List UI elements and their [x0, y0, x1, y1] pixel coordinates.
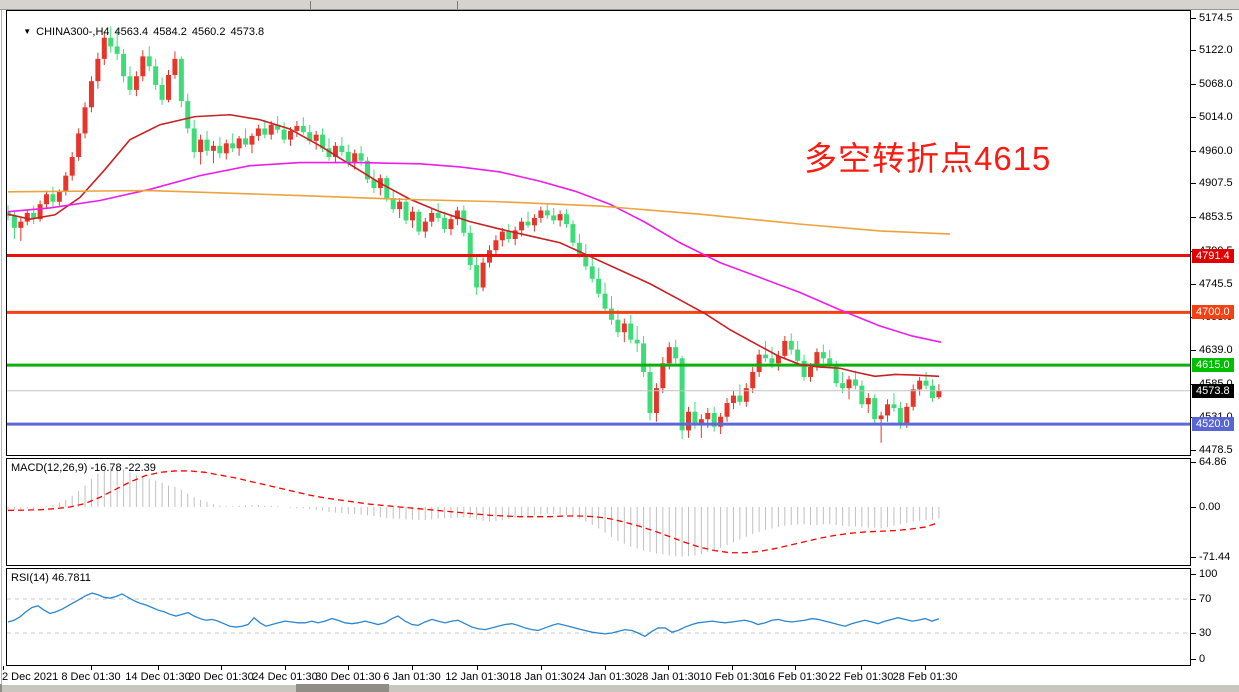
- price-axis-label: 4639.0: [1199, 344, 1233, 357]
- price-chart-panel: ▼ CHINA300-,H4 4563.4 4584.2 4560.2 4573.8: [6, 10, 1191, 456]
- time-axis-tick: [541, 666, 542, 670]
- time-axis-tick: [221, 666, 222, 670]
- time-axis-tick: [668, 666, 669, 670]
- quote-open: 4563.4: [114, 26, 149, 38]
- annotation-text: 多空转折点4615: [804, 140, 1052, 177]
- time-axis-label: 28 Jan 01:30: [636, 671, 700, 683]
- time-axis-label: 10 Feb 01:30: [699, 671, 765, 683]
- price-badge-4520.0: 4520.0: [1192, 417, 1234, 432]
- time-axis-label: 12 Jan 01:30: [445, 671, 509, 683]
- time-axis-tick: [158, 666, 159, 670]
- time-axis-label: 8 Dec 01:30: [61, 671, 121, 683]
- quote-close: 4573.8: [230, 26, 265, 38]
- time-axis-label: 14 Dec 01:30: [125, 671, 191, 683]
- rsi-axis-label: 0: [1199, 652, 1206, 665]
- price-axis-tick: [1191, 17, 1196, 19]
- scrollbar-thumb[interactable]: [389, 684, 1239, 692]
- time-axis-tick: [412, 666, 413, 670]
- macd-chart-canvas[interactable]: [7, 459, 1190, 565]
- time-axis-tick: [477, 666, 478, 670]
- price-axis-label: 5174.5: [1199, 11, 1233, 24]
- price-axis-label: 4853.5: [1199, 210, 1233, 223]
- macd-axis-tick: [1191, 556, 1196, 558]
- scrollbar-segment[interactable]: [2, 684, 296, 692]
- price-axis-tick: [1191, 150, 1196, 152]
- price-axis-label: 4907.5: [1199, 177, 1233, 190]
- time-axis-tick: [861, 666, 862, 670]
- time-axis-label: 22 Feb 01:30: [828, 671, 894, 683]
- rsi-axis-label: 100: [1199, 567, 1218, 580]
- time-axis-label: 16 Feb 01:30: [762, 671, 828, 683]
- time-axis-tick: [285, 666, 286, 670]
- price-axis-label: 5068.0: [1199, 77, 1233, 90]
- price-axis-tick: [1191, 284, 1196, 286]
- time-axis-tick: [795, 666, 796, 670]
- time-axis-label: 24 Jan 01:30: [573, 671, 637, 683]
- time-axis-label: 2 Dec 2021: [2, 671, 59, 683]
- macd-axis-tick: [1191, 506, 1196, 508]
- macd-axis-tick: [1191, 462, 1196, 463]
- price-axis-tick: [1191, 350, 1196, 352]
- toolbar-separator: [457, 1, 458, 9]
- symbol-label: CHINA300-,H4: [36, 26, 110, 38]
- price-axis-tick: [1191, 183, 1196, 185]
- window-left-edge: [1, 10, 2, 684]
- price-axis-label: 4745.5: [1199, 278, 1233, 291]
- price-axis-tick: [1191, 50, 1196, 52]
- time-axis-tick: [732, 666, 733, 670]
- rsi-label: RSI(14) 46.7811: [11, 572, 91, 584]
- rsi-chart-canvas[interactable]: [7, 569, 1190, 665]
- rsi-axis-label: 30: [1199, 627, 1212, 640]
- price-badge-4615.0: 4615.0: [1192, 358, 1234, 373]
- rsi-panel: RSI(14) 46.7811: [6, 568, 1191, 666]
- time-axis-label: 30 Dec 01:30: [315, 671, 381, 683]
- quote-high: 4584.2: [153, 26, 187, 38]
- price-badge-4700.0: 4700.0: [1192, 305, 1234, 320]
- rsi-axis-tick: [1191, 573, 1196, 575]
- time-axis-tick: [3, 666, 4, 670]
- macd-axis-label: 64.86: [1199, 456, 1227, 468]
- rsi-axis-tick: [1191, 599, 1196, 601]
- price-axis-label: 5014.0: [1199, 111, 1233, 124]
- quote-low: 4560.2: [191, 26, 226, 38]
- price-axis-tick: [1191, 449, 1196, 451]
- candlestick-chart-canvas[interactable]: [7, 11, 1190, 455]
- time-axis-tick: [605, 666, 606, 670]
- price-badge-4573.8: 4573.8: [1192, 383, 1234, 398]
- time-axis-label: 24 Dec 01:30: [252, 671, 318, 683]
- rsi-axis-tick: [1191, 633, 1196, 635]
- price-axis-label: 5122.0: [1199, 44, 1233, 57]
- symbol-dropdown-icon[interactable]: ▼: [23, 27, 32, 36]
- macd-label: MACD(12,26,9) -16.78 -22.39: [11, 462, 156, 474]
- rsi-axis-tick: [1191, 658, 1196, 660]
- time-axis-tick: [925, 666, 926, 670]
- macd-panel: MACD(12,26,9) -16.78 -22.39: [6, 458, 1191, 566]
- price-axis-label: 4960.0: [1199, 144, 1233, 157]
- price-axis-tick: [1191, 83, 1196, 85]
- price-badge-4791.4: 4791.4: [1192, 248, 1234, 263]
- time-axis-label: 20 Dec 01:30: [188, 671, 254, 683]
- chart-title: ▼ CHINA300-,H4 4563.4 4584.2 4560.2 4573.8: [11, 14, 264, 50]
- toolbar-edge: [0, 0, 1239, 10]
- macd-axis-label: -71.44: [1199, 550, 1231, 563]
- time-axis-tick: [348, 666, 349, 670]
- price-axis-label: 4478.5: [1199, 443, 1233, 456]
- price-axis-tick: [1191, 117, 1196, 119]
- time-axis-label: 28 Feb 01:30: [892, 671, 958, 683]
- time-axis-label: 18 Jan 01:30: [509, 671, 573, 683]
- time-axis-tick: [91, 666, 92, 670]
- bottom-scrollbar[interactable]: [0, 684, 1239, 692]
- time-axis-label: 6 Jan 01:30: [383, 671, 441, 683]
- rsi-axis-label: 70: [1199, 593, 1212, 606]
- toolbar-separator: [310, 1, 311, 9]
- macd-axis-label: 0.00: [1199, 500, 1221, 513]
- price-axis-tick: [1191, 216, 1196, 218]
